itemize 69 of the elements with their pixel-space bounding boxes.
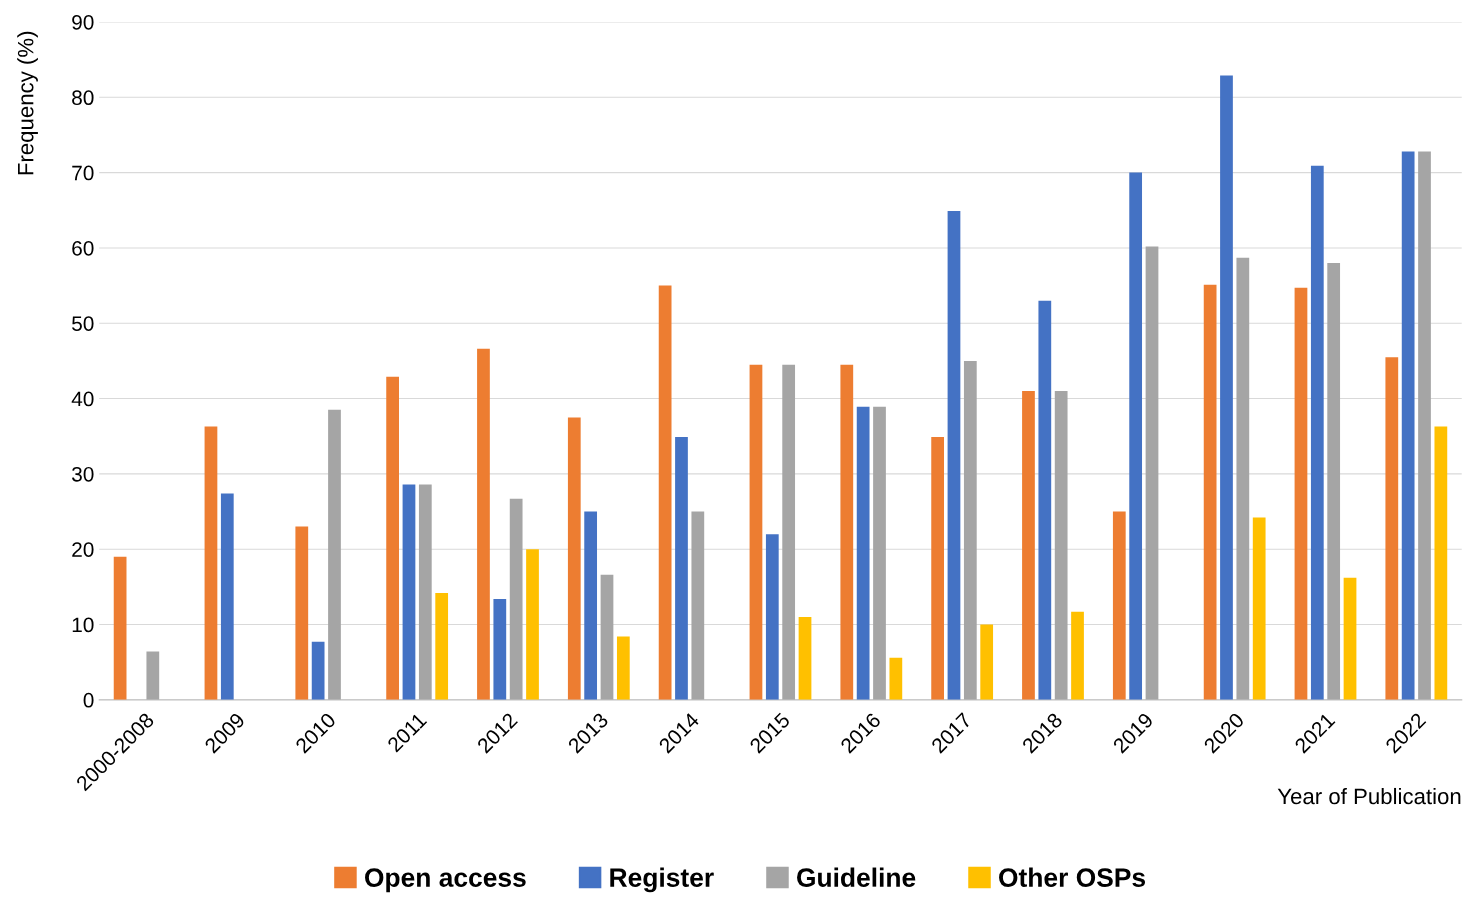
bar	[1112, 511, 1126, 700]
legend-label: Open access	[365, 868, 526, 893]
bar	[1434, 426, 1448, 700]
bar	[1129, 172, 1143, 700]
bar	[295, 526, 309, 700]
bar	[798, 616, 812, 700]
bar	[220, 493, 234, 700]
bar	[1022, 391, 1035, 700]
x-axis-title: Year of Publication	[1277, 787, 1461, 805]
y-tick-label: 40	[71, 391, 94, 407]
bar	[509, 498, 523, 700]
legend-label: Register	[610, 867, 714, 893]
bar	[1054, 391, 1068, 700]
bar	[146, 651, 160, 700]
y-tick-label: 10	[72, 617, 94, 633]
bar	[980, 624, 994, 700]
bar	[567, 417, 581, 700]
bar	[435, 592, 449, 700]
bar	[1418, 151, 1431, 700]
bar	[963, 360, 977, 700]
y-tick-label: 30	[71, 466, 94, 482]
bar	[1310, 165, 1324, 700]
bar	[526, 549, 539, 700]
bar	[675, 436, 688, 700]
bar	[873, 406, 886, 700]
y-tick-label: 20	[72, 542, 94, 557]
y-tick-label: 70	[72, 165, 94, 181]
bar	[1145, 246, 1159, 700]
y-tick-label: 80	[72, 90, 94, 106]
bar	[947, 211, 961, 700]
bar	[1401, 151, 1415, 700]
bar	[584, 511, 598, 700]
bar	[782, 364, 796, 700]
bar	[1294, 287, 1308, 700]
bar	[840, 364, 854, 700]
bar	[1385, 357, 1399, 700]
bar	[1327, 262, 1341, 700]
bar	[616, 636, 630, 700]
bar	[691, 511, 705, 700]
bar	[328, 409, 341, 700]
bar	[204, 426, 218, 700]
bar	[658, 285, 672, 700]
y-tick-label: 90	[72, 14, 94, 30]
bar	[493, 598, 507, 700]
legend-label: Guideline	[797, 867, 916, 887]
bar	[311, 641, 325, 700]
bar	[386, 376, 399, 700]
y-tick-label: 60	[72, 240, 94, 256]
y-tick-label: 0	[83, 692, 94, 708]
bar	[418, 484, 432, 700]
bar	[856, 406, 870, 700]
bar	[749, 364, 763, 700]
bar	[889, 657, 903, 700]
bar	[1236, 257, 1250, 700]
bar	[1220, 75, 1233, 700]
y-axis-title: Frequency (%)	[17, 31, 38, 175]
y-tick-label: 50	[72, 316, 94, 331]
bar	[1038, 300, 1052, 700]
bar	[931, 436, 945, 700]
bar	[1252, 517, 1266, 700]
bar	[477, 348, 490, 700]
bar	[113, 556, 127, 700]
bar	[402, 484, 416, 700]
bar	[600, 574, 614, 700]
bar	[1071, 611, 1084, 700]
legend-label: Other OSPs	[999, 867, 1146, 887]
bar	[1203, 284, 1217, 700]
bar	[765, 534, 779, 700]
bar	[1343, 577, 1357, 700]
